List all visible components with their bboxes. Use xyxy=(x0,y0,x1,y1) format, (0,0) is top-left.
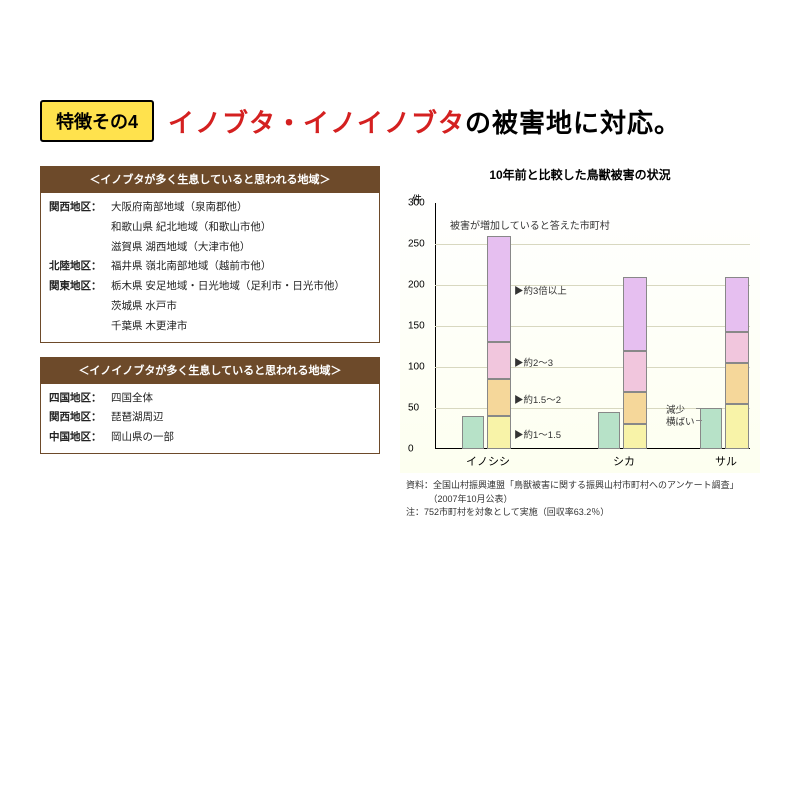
tables-column: ＜イノブタが多く生息していると思われる地域＞ 関西地区：大阪府南部地域（泉南郡他… xyxy=(40,166,380,520)
bar-segment xyxy=(598,412,620,449)
table-row: 関東地区：栃木県 安足地域・日光地域（足利市・日光市他） xyxy=(49,278,371,295)
headline-red: イノブタ・イノイノブタ xyxy=(168,108,465,138)
chart-source: 資料：全国山村振興連盟「鳥獣被害に関する振興山村市町村へのアンケート調査」 （2… xyxy=(400,479,760,520)
row-value: 和歌山県 紀北地域（和歌山市他） xyxy=(111,219,371,236)
y-tick: 0 xyxy=(408,444,414,455)
table-row: 関西地区：大阪府南部地域（泉南郡他） xyxy=(49,199,371,216)
category-label: シカ xyxy=(594,453,654,469)
table-row: 中国地区：岡山県の一部 xyxy=(49,429,371,446)
bar-segment xyxy=(487,342,511,379)
bar-segment xyxy=(623,277,647,351)
annotation-leader xyxy=(696,408,702,409)
category-label: サル xyxy=(696,453,756,469)
bar-segment xyxy=(623,351,647,392)
table1-body: 関西地区：大阪府南部地域（泉南郡他） 和歌山県 紀北地域（和歌山市他） 滋賀県 湖西… xyxy=(40,192,380,343)
y-tick: 150 xyxy=(408,321,425,332)
segment-annotation: ▶約3倍以上 xyxy=(514,283,567,297)
table-row: 和歌山県 紀北地域（和歌山市他） xyxy=(49,219,371,236)
category-label: イノシシ xyxy=(458,453,518,469)
bar-segment xyxy=(487,379,511,416)
source-line: 注：752市町村を対象として実施（回収率63.2％） xyxy=(406,506,760,520)
bar-group xyxy=(700,277,749,449)
y-tick: 300 xyxy=(408,198,425,209)
annotation-leader xyxy=(696,420,702,421)
bar-group xyxy=(598,277,647,449)
feature-badge: 特徴その4 xyxy=(40,100,154,142)
table-row: 関西地区：琵琶湖周辺 xyxy=(49,409,371,426)
row-value: 茨城県 水戸市 xyxy=(111,298,371,315)
bar-b xyxy=(623,277,647,449)
content-row: ＜イノブタが多く生息していると思われる地域＞ 関西地区：大阪府南部地域（泉南郡他… xyxy=(40,166,760,520)
row-value: 四国全体 xyxy=(111,390,371,407)
bar-segment xyxy=(725,404,749,449)
source-line: （2007年10月公表） xyxy=(406,493,760,507)
bar-segment xyxy=(487,236,511,343)
y-tick: 50 xyxy=(408,403,419,414)
bar-segment xyxy=(725,277,749,332)
headline-text: イノブタ・イノイノブタの被害地に対応。 xyxy=(168,103,681,140)
headline: 特徴その4 イノブタ・イノイノブタの被害地に対応。 xyxy=(40,100,760,142)
y-tick: 250 xyxy=(408,239,425,250)
y-tick: 200 xyxy=(408,280,425,291)
bar-segment xyxy=(725,332,749,363)
source-line: 資料：全国山村振興連盟「鳥獣被害に関する振興山村市町村へのアンケート調査」 xyxy=(406,479,760,493)
row-label: 北陸地区： xyxy=(49,258,111,275)
bar-group xyxy=(462,236,511,449)
table-inoinobuta: ＜イノイノブタが多く生息していると思われる地域＞ 四国地区：四国全体関西地区：琵… xyxy=(40,357,380,454)
headline-black: の被害地に対応。 xyxy=(465,108,681,138)
table1-header: ＜イノブタが多く生息していると思われる地域＞ xyxy=(40,166,380,192)
bar-a xyxy=(598,412,620,449)
page: 特徴その4 イノブタ・イノイノブタの被害地に対応。 ＜イノブタが多く生息している… xyxy=(0,0,800,800)
row-label: 関東地区： xyxy=(49,278,111,295)
chart-column: 10年前と比較した鳥獣被害の状況 件 050100150200250300被害が… xyxy=(400,166,760,520)
row-value: 栃木県 安足地域・日光地域（足利市・日光市他） xyxy=(111,278,371,295)
table2-header: ＜イノイノブタが多く生息していると思われる地域＞ xyxy=(40,357,380,383)
bar-a xyxy=(700,408,722,449)
bar-segment xyxy=(700,408,722,449)
row-label: 関西地区： xyxy=(49,199,111,216)
y-tick: 100 xyxy=(408,362,425,373)
row-label xyxy=(49,298,111,315)
row-value: 滋賀県 湖西地域（大津市他） xyxy=(111,239,371,256)
row-label: 関西地区： xyxy=(49,409,111,426)
row-label xyxy=(49,219,111,236)
row-value: 千葉県 木更津市 xyxy=(111,318,371,335)
row-label: 四国地区： xyxy=(49,390,111,407)
row-label: 中国地区： xyxy=(49,429,111,446)
row-value: 岡山県の一部 xyxy=(111,429,371,446)
chart-title: 10年前と比較した鳥獣被害の状況 xyxy=(400,166,760,183)
table2-body: 四国地区：四国全体関西地区：琵琶湖周辺中国地区：岡山県の一部 xyxy=(40,383,380,454)
table-row: 滋賀県 湖西地域（大津市他） xyxy=(49,239,371,256)
segment-annotation: ▶約2～3 xyxy=(514,355,553,369)
bar-segment xyxy=(623,392,647,425)
bar-b xyxy=(725,277,749,449)
table-row: 四国地区：四国全体 xyxy=(49,390,371,407)
table-row: 北陸地区：福井県 嶺北南部地域（越前市他） xyxy=(49,258,371,275)
row-label xyxy=(49,318,111,335)
chart-annotation-header: 被害が増加していると答えた市町村 xyxy=(450,217,610,232)
row-value: 福井県 嶺北南部地域（越前市他） xyxy=(111,258,371,275)
row-value: 琵琶湖周辺 xyxy=(111,409,371,426)
bar-b xyxy=(487,236,511,449)
bar-a xyxy=(462,416,484,449)
bar-segment xyxy=(487,416,511,449)
row-value: 大阪府南部地域（泉南郡他） xyxy=(111,199,371,216)
bar-segment xyxy=(462,416,484,449)
table-row: 千葉県 木更津市 xyxy=(49,318,371,335)
bar-segment xyxy=(725,363,749,404)
table-inobuta: ＜イノブタが多く生息していると思われる地域＞ 関西地区：大阪府南部地域（泉南郡他… xyxy=(40,166,380,343)
row-label xyxy=(49,239,111,256)
side-annotation: 横ばい xyxy=(666,414,695,428)
segment-annotation: ▶約1～1.5 xyxy=(514,427,561,441)
table-row: 茨城県 水戸市 xyxy=(49,298,371,315)
bar-segment xyxy=(623,424,647,449)
segment-annotation: ▶約1.5～2 xyxy=(514,392,561,406)
chart-area: 件 050100150200250300被害が増加していると答えた市町村イノシシ… xyxy=(400,193,760,473)
